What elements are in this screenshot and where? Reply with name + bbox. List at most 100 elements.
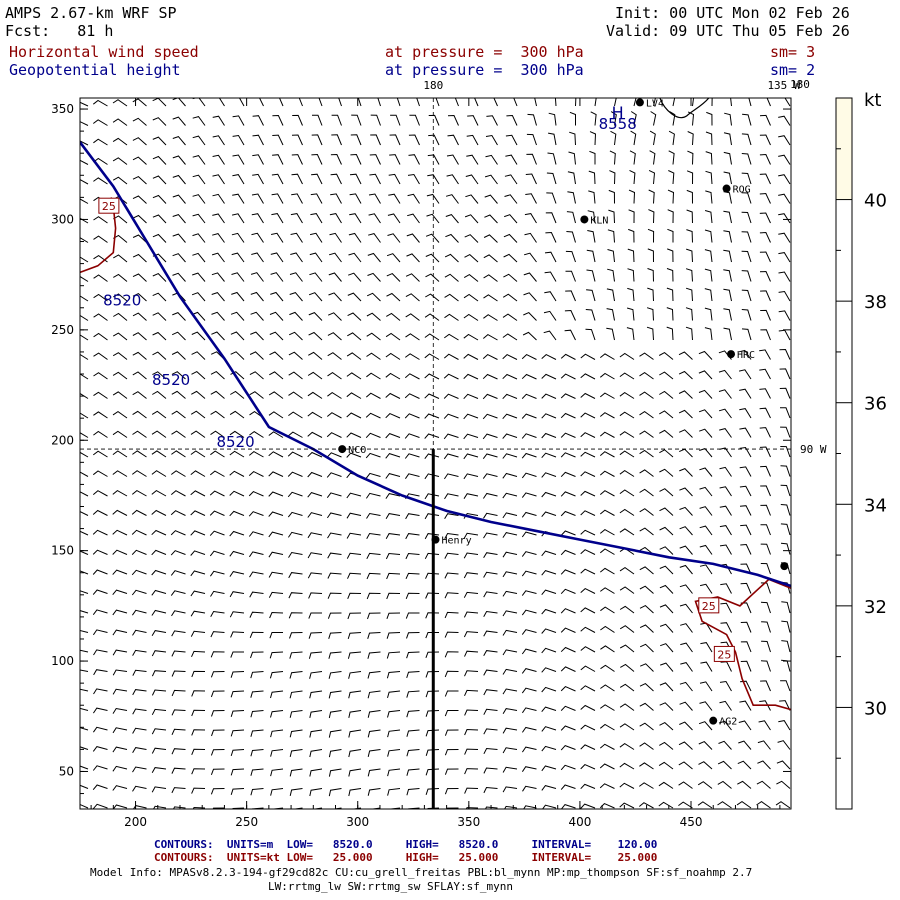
wind-barb [385,352,401,360]
wind-barb [699,564,713,575]
wind-barb [230,371,245,380]
wind-barb [658,352,674,360]
wind-barb [289,729,303,738]
wind-barb [482,433,498,440]
wind-barb [627,268,635,282]
wind-barb [112,609,128,616]
wind-barb [658,761,674,770]
wind-barb [93,293,108,302]
wind-barb [719,544,732,555]
wind-barb [385,473,401,479]
wind-barb [464,214,479,224]
wind-barb [172,194,186,204]
wind-barb [268,391,284,399]
wind-barb [365,392,381,399]
wind-barb [229,550,245,557]
wind-barb [464,253,479,263]
wind-barb [620,663,635,672]
wind-barb [406,690,420,698]
wind-barb [633,98,637,107]
wind-barb [723,269,732,282]
wind-barb [350,134,362,146]
wind-barb [151,470,167,477]
wind-barb [759,114,771,126]
wind-barb [249,351,264,360]
plot-title: AMPS 2.67-km WRF SP [5,4,177,22]
meridian-label-180: 180 [790,78,810,91]
wind-barb [667,209,674,224]
wind-barb [347,292,362,302]
wind-barb [307,371,323,380]
wind-barb [778,720,791,731]
colorbar: 30 32 34 36 38 40 kt [835,90,887,810]
footer-high: HIGH= 8520.0 [405,838,499,851]
wind-barb [506,114,518,126]
wind-barb [348,768,362,777]
wind-barb [367,671,381,679]
wind-barb [686,248,693,263]
wind-barb [628,209,635,224]
wind-barb [614,98,617,107]
wind-barb [367,690,381,699]
wind-barb [132,689,147,696]
wind-barb [271,173,284,185]
wind-barb [463,353,479,360]
wind-barb [290,252,303,263]
field-level-height: at pressure = 300 hPa [385,61,584,79]
wind-barb [760,329,771,341]
wind-barb [308,292,323,302]
wind-barb [327,572,342,579]
wind-barb [463,591,479,598]
wind-barb [588,170,596,185]
wind-barb [80,550,89,555]
wind-barb [326,452,342,458]
wind-barb [589,131,597,146]
wind-barb [560,764,576,771]
wind-barb [230,651,244,658]
wind-barb [170,490,186,497]
wind-barb [759,388,771,399]
wind-barb [719,680,732,692]
wind-barb [387,690,401,699]
wind-barb [190,410,206,419]
wind-barb [504,194,518,204]
wind-barb [639,722,654,731]
wind-barb [171,450,186,458]
wind-barb [567,171,576,185]
wind-barb [564,329,576,341]
wind-barb [152,390,167,399]
wind-barb [718,740,732,750]
wind-barb [230,749,245,757]
wind-barb [425,572,440,579]
wind-barb [291,154,303,165]
wind-barb [229,510,245,517]
wind-barb [580,744,596,750]
wind-barb [307,471,323,478]
wind-barb [699,544,713,555]
wind-barb [704,288,713,302]
wind-barb [776,760,791,770]
y-tick-label: 200 [51,433,74,447]
wind-barb [698,350,713,360]
wind-barb [719,447,732,458]
wind-barb [348,710,362,719]
wind-barb [757,760,771,770]
wind-barb [466,154,479,165]
wind-barb [386,651,401,659]
wind-barb [346,372,362,380]
wind-barb [502,512,518,519]
wind-barb [659,682,674,692]
wind-barb [309,671,323,679]
wind-barb [672,98,676,107]
wind-barb [268,511,284,517]
wind-barb [171,610,186,617]
wind-barb [230,351,245,360]
wind-barb [425,612,440,619]
wind-barb [443,433,459,440]
wind-barb [667,248,674,263]
wind-barb [775,801,791,809]
wind-barb [250,729,264,737]
wind-barb [288,391,303,399]
wind-barb [230,729,245,737]
wind-barb [112,371,128,380]
